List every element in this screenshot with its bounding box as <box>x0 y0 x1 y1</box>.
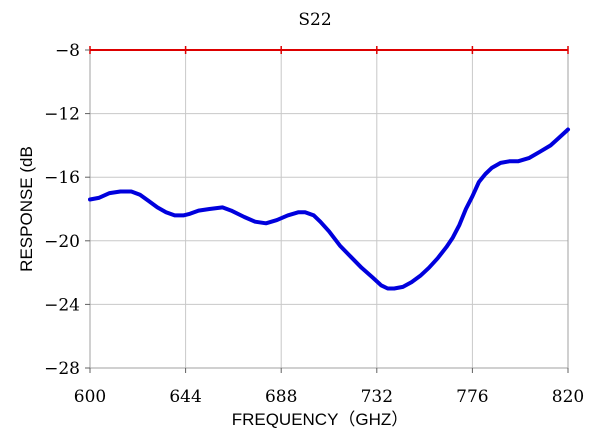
series-group <box>88 127 570 291</box>
x-tick-labels: 600 644 688 732 776 820 <box>74 368 584 407</box>
y-tick-label: −20 <box>44 232 80 252</box>
y-tick-label: −24 <box>44 295 80 315</box>
series-line <box>88 127 570 291</box>
y-axis-label: RESPONSE (dB <box>17 146 36 272</box>
y-tick-label: −16 <box>44 168 80 188</box>
x-tick-label: 820 <box>552 387 584 407</box>
y-tick-labels: −8 −12 −16 −20 −24 −28 <box>44 41 90 379</box>
x-tick-label: 732 <box>361 387 393 407</box>
x-tick-label: 776 <box>456 387 488 407</box>
y-tick-label: −8 <box>55 41 80 61</box>
x-tick-label: 644 <box>169 387 201 407</box>
x-axis-label: FREQUENCY（GHZ） <box>232 410 409 429</box>
reference-line-group <box>89 46 569 54</box>
y-tick-label: −28 <box>44 359 80 379</box>
y-tick-label: −12 <box>44 105 80 125</box>
x-tick-label: 688 <box>265 387 297 407</box>
chart-title: S22 <box>298 10 331 30</box>
x-tick-label: 600 <box>74 387 106 407</box>
